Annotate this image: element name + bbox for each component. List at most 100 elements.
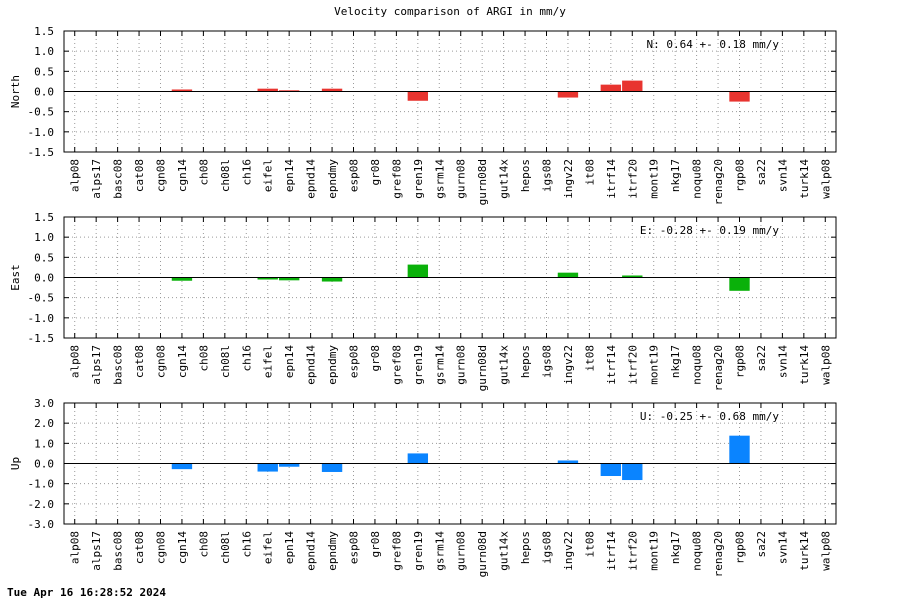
- panel-up-xtick-label: gurn08d: [476, 531, 489, 577]
- panel-north-xtick-label: itrf20: [626, 159, 639, 199]
- panel-up-xtick-label: ch08: [197, 531, 210, 558]
- panel-east-xtick-label: cat08: [133, 345, 146, 378]
- panel-up-ytick-label: -3.0: [28, 518, 55, 531]
- panel-north-xtick-label: sa22: [755, 159, 768, 186]
- panel-north-xtick-label: epn14: [283, 159, 296, 192]
- panel-east-ytick-label: 1.0: [34, 231, 54, 244]
- panel-up-xtick-label: walp08: [819, 531, 832, 571]
- panel-north-xtick-label: gr08: [369, 159, 382, 186]
- panel-north-bar-epn14: [278, 90, 300, 92]
- panel-up-xtick-label: sa22: [755, 531, 768, 558]
- panel-east-xtick-label: rgp08: [734, 345, 747, 378]
- panel-up-xtick-label: hepos: [519, 531, 532, 564]
- panel-up-bar-epndmy: [321, 463, 343, 472]
- panel-north-xtick-label: ingv22: [562, 159, 575, 199]
- panel-up-bar-epn14: [278, 463, 300, 467]
- panel-east-xtick-label: sa22: [755, 345, 768, 372]
- panel-north-ytick-label: -1.0: [28, 126, 55, 139]
- panel-north-xtick-label: gsrm14: [433, 159, 446, 199]
- panel-up-xtick-label: esp08: [348, 531, 361, 564]
- panel-east-ytick-label: -0.5: [28, 292, 55, 305]
- chart-title: Velocity comparison of ARGI in mm/y: [334, 5, 566, 18]
- panel-east-xtick-label: mont19: [648, 345, 661, 385]
- panel-up-ytick-label: -1.0: [28, 478, 55, 491]
- panel-up-xtick-label: alp08: [69, 531, 82, 564]
- panel-up-ytick-label: 2.0: [34, 417, 54, 430]
- panel-up-bar-gren19: [407, 453, 429, 464]
- panel-north-xtick-label: itrf14: [605, 159, 618, 199]
- panel-east-xtick-label: gr08: [369, 345, 382, 372]
- panel-up-bar-eifel: [257, 463, 278, 472]
- panel-north-xtick-label: ch16: [240, 159, 253, 186]
- panel-up-xtick-label: gut14x: [498, 531, 511, 571]
- panel-up-annotation: U: -0.25 +- 0.68 mm/y: [640, 410, 779, 423]
- panel-east-xtick-label: it08: [583, 345, 596, 372]
- panel-north-bar-epndmy: [321, 88, 343, 92]
- panel-up-xtick-label: gr08: [369, 531, 382, 558]
- panel-east-bar-itrf20: [622, 275, 643, 278]
- panel-north-ytick-label: 1.0: [34, 45, 54, 58]
- panel-north-xtick-label: igs08: [541, 159, 554, 192]
- panel-east-bar-ingv22: [557, 272, 579, 278]
- panel-up-xtick-label: svn14: [776, 531, 789, 564]
- panel-north-xtick-label: ch08l: [219, 159, 232, 192]
- panel-east-xtick-label: itrf14: [605, 345, 618, 385]
- panel-up-ytick-label: -2.0: [28, 498, 55, 511]
- panel-east-ytick-label: -1.5: [28, 332, 55, 345]
- panel-east-xtick-label: cgn14: [176, 345, 189, 378]
- panel-east-bar-epn14: [278, 277, 300, 281]
- panel-up-ytick-label: 0.0: [34, 458, 54, 471]
- panel-up-frame: [63, 402, 837, 525]
- panel-north-xtick-label: alps17: [90, 159, 103, 199]
- panel-north-xtick-label: epndmy: [326, 159, 339, 199]
- panel-east-bar-epndmy: [321, 277, 343, 282]
- panel-north-xtick-label: nkg17: [669, 159, 682, 192]
- panel-north-bar-rgp08: [729, 91, 750, 102]
- panel-east-xtick-label: epndmy: [326, 345, 339, 385]
- panel-up-xtick-label: it08: [583, 531, 596, 558]
- panel-north-xtick-label: rgp08: [734, 159, 747, 192]
- panel-up-xtick-label: epndmy: [326, 531, 339, 571]
- panel-north-bar-eifel: [257, 88, 278, 92]
- panel-east-xtick-label: gut14x: [498, 345, 511, 385]
- panel-east-frame: [63, 216, 837, 339]
- panel-north-xtick-label: walp08: [819, 159, 832, 199]
- panel-east-xtick-label: epnd14: [305, 345, 318, 385]
- panel-east-xtick-label: noqu08: [691, 345, 704, 385]
- panel-east-ytick-label: -1.0: [28, 312, 55, 325]
- panel-up-xtick-label: nkg17: [669, 531, 682, 564]
- panel-north-xtick-label: mont19: [648, 159, 661, 199]
- panel-east-bar-cgn14: [171, 277, 193, 281]
- panel-east-xtick-label: ch16: [240, 345, 253, 372]
- panel-east-xtick-label: gsrm14: [433, 345, 446, 385]
- panel-up-xtick-label: gref08: [390, 531, 403, 571]
- panel-north-bar-itrf14: [600, 84, 622, 92]
- panel-up-xtick-label: epn14: [283, 531, 296, 564]
- panel-north-xtick-label: svn14: [776, 159, 789, 192]
- panel-north-xtick-label: gut14x: [498, 159, 511, 199]
- panel-north-bar-itrf20: [622, 80, 643, 92]
- panel-east-xtick-label: nkg17: [669, 345, 682, 378]
- panel-east-xtick-label: ingv22: [562, 345, 575, 385]
- panel-up-xtick-label: alps17: [90, 531, 103, 571]
- panel-north-xtick-label: epnd14: [305, 159, 318, 199]
- panel-north-frame: [63, 30, 837, 153]
- panel-up-bar-ingv22: [557, 460, 579, 464]
- panel-east-xtick-label: svn14: [776, 345, 789, 378]
- panel-north-xtick-label: renag20: [712, 159, 725, 205]
- panel-up-xtick-label: noqu08: [691, 531, 704, 571]
- panel-east-ytick-label: 0.5: [34, 251, 54, 264]
- panel-up-xtick-label: rgp08: [734, 531, 747, 564]
- panel-east-xtick-label: ch08: [197, 345, 210, 372]
- panel-up-ytick-label: 1.0: [34, 437, 54, 450]
- panel-east-xtick-label: gref08: [390, 345, 403, 385]
- panel-north-xtick-label: gurn08: [455, 159, 468, 199]
- panel-east-bar-eifel: [257, 277, 278, 280]
- panel-north-annotation: N: 0.64 +- 0.18 mm/y: [647, 38, 780, 51]
- panel-up-ytick-label: 3.0: [34, 397, 54, 410]
- panel-north-xtick-label: esp08: [348, 159, 361, 192]
- panel-east-xtick-label: walp08: [819, 345, 832, 385]
- panel-north-xtick-label: gren19: [412, 159, 425, 199]
- panel-north-ylabel: North: [9, 75, 22, 108]
